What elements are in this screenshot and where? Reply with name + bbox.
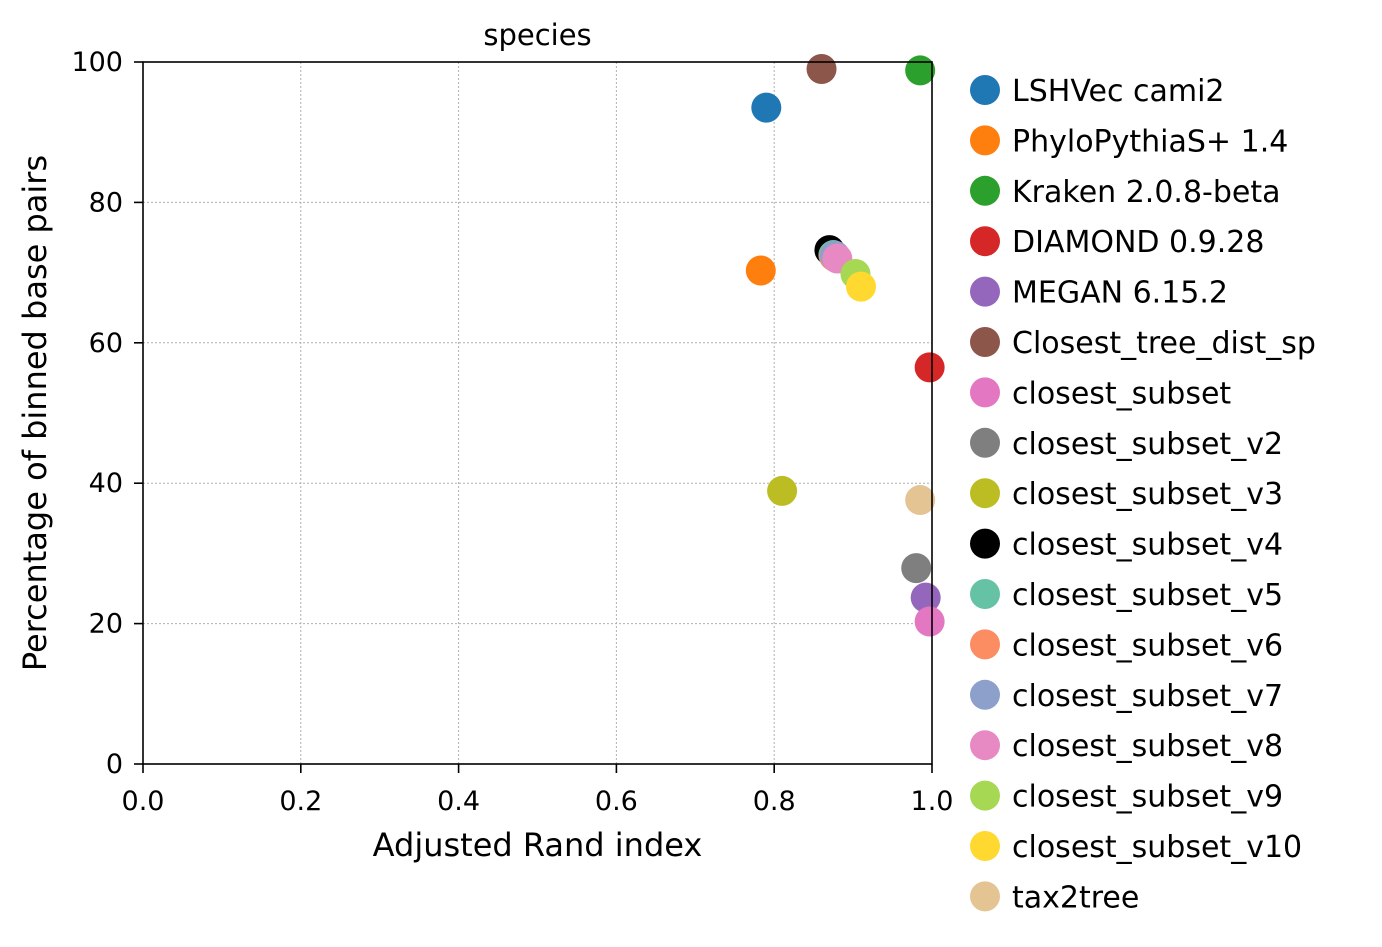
x-axis-ticks: 0.0 0.2 0.4 0.6 0.8 1.0: [122, 764, 954, 817]
data-point: [914, 606, 945, 637]
legend-marker: [970, 579, 1000, 609]
data-point: [767, 475, 798, 506]
y-tick-label: 20: [89, 609, 123, 640]
y-tick-label: 60: [89, 328, 123, 359]
legend-entry-label: closest_subset: [1012, 376, 1231, 411]
legend-marker: [970, 629, 1000, 660]
x-axis-label: Adjusted Rand index: [373, 826, 703, 864]
legend-entry-label: Kraken 2.0.8-beta: [1012, 175, 1281, 210]
legend-entry-label: Closest_tree_dist_sp: [1012, 326, 1316, 361]
legend-entry-label: closest_subset_v8: [1012, 729, 1283, 764]
legend-marker: [970, 730, 1000, 761]
y-tick-label: 0: [106, 749, 123, 780]
legend-marker: [970, 175, 1000, 206]
legend-marker: [970, 377, 1000, 408]
y-tick-label: 100: [71, 47, 123, 78]
legend-marker: [970, 427, 1000, 458]
legend-entry-label: closest_subset_v10: [1012, 830, 1302, 865]
legend-entry-label: LSHVec cami2: [1012, 74, 1225, 109]
legend-marker: [970, 780, 1000, 811]
data-point: [914, 352, 945, 383]
y-tick-label: 80: [89, 187, 123, 218]
data-point: [845, 271, 876, 302]
legend: LSHVec cami2 PhyloPythiaS+ 1.4 Kraken 2.0.…: [970, 74, 1316, 915]
x-tick-label: 0.4: [437, 786, 480, 817]
legend-entry-label: closest_subset_v2: [1012, 427, 1283, 462]
data-point: [806, 54, 837, 85]
legend-entry-label: PhyloPythiaS+ 1.4: [1012, 124, 1288, 159]
legend-entry-label: DIAMOND 0.9.28: [1012, 225, 1264, 260]
legend-entry-label: closest_subset_v9: [1012, 780, 1283, 815]
legend-entry-label: closest_subset_v4: [1012, 528, 1283, 563]
y-axis-label: Percentage of binned base pairs: [16, 155, 54, 671]
legend-marker: [970, 75, 1000, 105]
legend-marker: [970, 327, 1000, 357]
legend-entry-label: closest_subset_v7: [1012, 679, 1283, 714]
legend-marker: [970, 226, 1000, 257]
y-tick-label: 40: [89, 468, 123, 499]
x-tick-label: 0.2: [279, 786, 322, 817]
legend-marker: [970, 528, 1000, 559]
legend-marker: [970, 679, 1000, 710]
data-point: [905, 485, 936, 516]
legend-marker: [970, 478, 1000, 509]
x-tick-label: 0.8: [753, 786, 796, 817]
data-point: [901, 553, 932, 584]
legend-entry-label: closest_subset_v6: [1012, 628, 1283, 663]
data-point: [910, 582, 941, 613]
legend-marker: [970, 125, 1000, 156]
x-tick-label: 1.0: [911, 786, 954, 817]
legend-marker: [970, 831, 1000, 861]
chart-title: species: [483, 18, 591, 52]
legend-entry-label: tax2tree: [1012, 880, 1139, 915]
legend-entry-label: closest_subset_v3: [1012, 477, 1283, 512]
x-tick-label: 0.0: [122, 786, 165, 817]
data-points: [745, 54, 945, 637]
legend-marker: [970, 276, 1000, 307]
plot-frame: [142, 61, 933, 765]
legend-entry-label: closest_subset_v5: [1012, 578, 1283, 613]
data-point: [905, 55, 936, 86]
data-point: [751, 92, 782, 123]
data-point: [745, 255, 776, 286]
y-axis-ticks: 0 20 40 60 80 100: [71, 47, 143, 780]
x-tick-label: 0.6: [595, 786, 638, 817]
legend-marker: [970, 881, 1000, 912]
legend-entry-label: MEGAN 6.15.2: [1012, 276, 1228, 311]
